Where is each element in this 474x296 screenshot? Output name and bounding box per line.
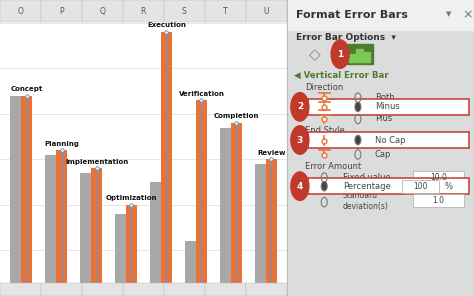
Text: ◀ Vertical Error Bar: ◀ Vertical Error Bar xyxy=(294,71,389,80)
Bar xyxy=(196,100,207,296)
Text: O: O xyxy=(18,7,23,16)
FancyBboxPatch shape xyxy=(308,99,469,115)
Circle shape xyxy=(355,102,361,112)
FancyBboxPatch shape xyxy=(246,283,287,296)
Text: Standard
deviation(s): Standard deviation(s) xyxy=(343,191,389,211)
Circle shape xyxy=(291,93,309,121)
FancyBboxPatch shape xyxy=(246,0,287,22)
Text: End Style: End Style xyxy=(305,126,345,135)
FancyBboxPatch shape xyxy=(123,0,164,22)
Bar xyxy=(255,164,266,296)
Text: Direction: Direction xyxy=(305,83,344,92)
Text: Planning: Planning xyxy=(44,141,79,147)
Text: 2: 2 xyxy=(297,102,303,111)
Text: Execution: Execution xyxy=(147,22,186,28)
Text: Verification: Verification xyxy=(179,91,224,96)
FancyBboxPatch shape xyxy=(308,132,469,148)
Bar xyxy=(346,44,373,64)
Bar xyxy=(150,182,161,296)
Bar xyxy=(364,52,370,62)
FancyBboxPatch shape xyxy=(164,0,205,22)
Text: ◇: ◇ xyxy=(309,47,321,62)
Bar xyxy=(10,96,21,296)
Text: No Cap: No Cap xyxy=(375,136,405,144)
Text: 4: 4 xyxy=(297,182,303,191)
Text: 100: 100 xyxy=(413,182,428,191)
FancyBboxPatch shape xyxy=(308,178,469,194)
Bar xyxy=(80,173,91,296)
Text: Plus: Plus xyxy=(375,115,392,123)
Text: Percentage: Percentage xyxy=(343,182,391,191)
Text: Implementation: Implementation xyxy=(65,159,128,165)
FancyBboxPatch shape xyxy=(82,0,123,22)
Circle shape xyxy=(331,40,349,68)
Text: Cap: Cap xyxy=(375,150,391,159)
FancyBboxPatch shape xyxy=(205,0,246,22)
Circle shape xyxy=(321,181,327,191)
Bar xyxy=(185,241,196,296)
FancyBboxPatch shape xyxy=(0,0,41,22)
Text: Both: Both xyxy=(375,93,394,102)
Text: Fixed value: Fixed value xyxy=(343,173,391,182)
Text: Completion: Completion xyxy=(214,113,259,119)
Text: Error Amount: Error Amount xyxy=(305,162,362,171)
Text: 3: 3 xyxy=(297,136,303,144)
Text: 1: 1 xyxy=(337,50,343,59)
FancyBboxPatch shape xyxy=(82,283,123,296)
FancyBboxPatch shape xyxy=(413,194,464,207)
Circle shape xyxy=(291,126,309,154)
FancyBboxPatch shape xyxy=(205,283,246,296)
Bar xyxy=(91,168,102,296)
Text: 1.0: 1.0 xyxy=(432,196,445,205)
Text: %: % xyxy=(444,182,452,191)
FancyBboxPatch shape xyxy=(123,283,164,296)
FancyBboxPatch shape xyxy=(413,171,464,184)
Circle shape xyxy=(291,172,309,200)
FancyBboxPatch shape xyxy=(41,283,82,296)
FancyBboxPatch shape xyxy=(41,0,82,22)
Bar xyxy=(21,96,32,296)
Text: U: U xyxy=(264,7,269,16)
FancyBboxPatch shape xyxy=(402,180,439,193)
Circle shape xyxy=(355,135,361,145)
Bar xyxy=(115,214,126,296)
Text: Format Error Bars: Format Error Bars xyxy=(296,9,408,20)
Bar xyxy=(45,155,56,296)
Text: P: P xyxy=(59,7,64,16)
Bar xyxy=(348,54,356,62)
Text: Review: Review xyxy=(257,150,286,156)
Bar xyxy=(161,32,172,296)
Text: Concept: Concept xyxy=(10,86,43,92)
Text: Error Bar Options  ▾: Error Bar Options ▾ xyxy=(296,33,396,41)
Text: S: S xyxy=(182,7,187,16)
Bar xyxy=(287,0,474,30)
Text: Optimization: Optimization xyxy=(106,195,157,201)
Text: ▼: ▼ xyxy=(446,12,451,17)
Text: T: T xyxy=(223,7,228,16)
FancyBboxPatch shape xyxy=(164,283,205,296)
Bar xyxy=(126,205,137,296)
Bar xyxy=(231,123,242,296)
Text: R: R xyxy=(141,7,146,16)
Bar xyxy=(356,49,363,62)
Bar xyxy=(219,128,231,296)
Text: 10.0: 10.0 xyxy=(430,173,447,182)
FancyBboxPatch shape xyxy=(0,283,41,296)
Bar xyxy=(56,150,67,296)
Text: Minus: Minus xyxy=(375,102,400,111)
Text: Q: Q xyxy=(100,7,105,16)
Text: ×: × xyxy=(463,8,473,21)
Bar xyxy=(266,159,277,296)
